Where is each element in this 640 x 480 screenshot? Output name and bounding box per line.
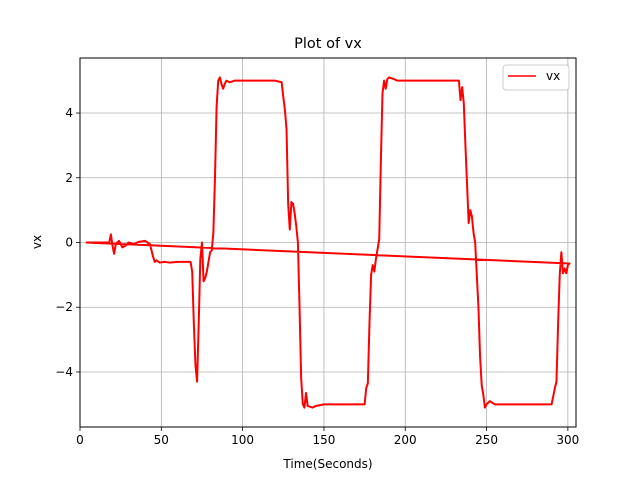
series-line-vx (85, 76, 571, 409)
y-tick-label: −4 (55, 365, 73, 379)
y-tick-label: 2 (65, 171, 73, 185)
y-axis-label: vx (30, 235, 44, 249)
x-tick-label: 0 (76, 433, 84, 447)
x-tick-label: 100 (231, 433, 254, 447)
x-tick-label: 150 (312, 433, 335, 447)
x-tick-label: 250 (475, 433, 498, 447)
legend: vx (502, 64, 570, 91)
x-axis-label: Time(Seconds) (282, 457, 372, 471)
ticks: 0 50 100 150 200 250 300 −4 −2 0 2 4 (55, 106, 579, 447)
x-tick-label: 50 (154, 433, 169, 447)
x-tick-label: 300 (556, 433, 579, 447)
chart-title: Plot of vx (294, 36, 362, 52)
legend-label-vx: vx (546, 69, 560, 83)
legend-box (502, 64, 570, 91)
series-layer (85, 76, 571, 409)
y-tick-label: 0 (65, 236, 73, 250)
y-tick-label: 4 (65, 106, 73, 120)
grid (79, 58, 576, 427)
x-tick-label: 200 (394, 433, 417, 447)
y-tick-label: −2 (55, 300, 73, 314)
